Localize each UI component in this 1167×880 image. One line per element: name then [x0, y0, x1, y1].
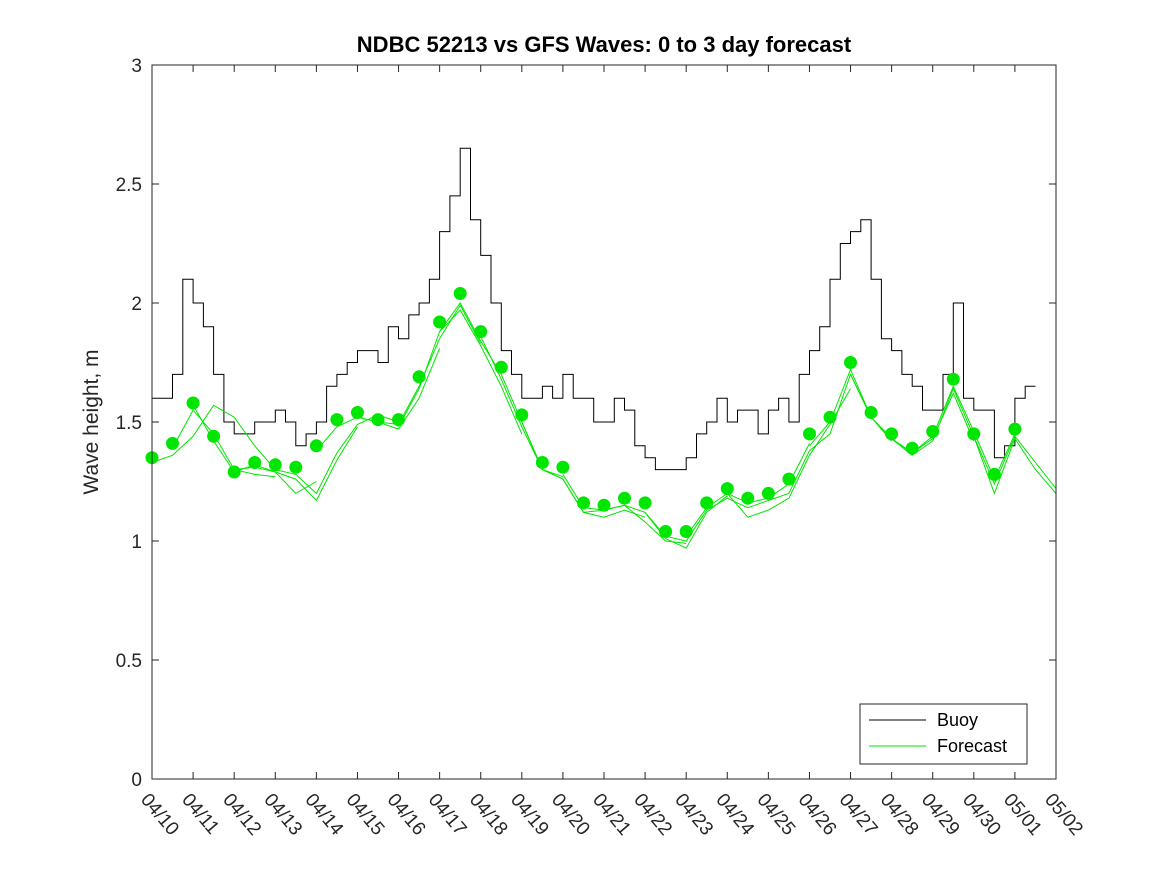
forecast-marker [597, 498, 611, 512]
legend: Buoy Forecast [859, 703, 1028, 765]
y-tick-label: 2.5 [116, 175, 142, 196]
forecast-marker [946, 372, 960, 386]
forecast-marker [967, 427, 981, 441]
x-tick-label: 04/12 [218, 790, 265, 840]
x-tick-label: 04/20 [547, 790, 594, 840]
y-axis: 0 0.5 1 1.5 2 2.5 3 [116, 56, 1056, 791]
x-tick-label: 04/14 [301, 790, 348, 840]
forecast-marker [309, 439, 323, 453]
forecast-marker [453, 287, 467, 300]
forecast-run-line [973, 435, 1057, 489]
x-tick-label: 04/11 [177, 790, 223, 839]
x-tick-label: 04/22 [629, 790, 676, 840]
x-tick-label: 04/29 [917, 790, 964, 840]
chart-title: NDBC 52213 vs GFS Waves: 0 to 3 day fore… [357, 32, 852, 57]
forecast-marker [371, 413, 385, 427]
forecast-marker [803, 427, 816, 441]
x-tick-label: 04/23 [670, 790, 717, 840]
y-axis-label: Wave height, m [80, 349, 103, 494]
forecast-marker [659, 525, 673, 538]
forecast-run-line [603, 495, 728, 549]
forecast-marker [700, 496, 714, 510]
y-tick-label: 1 [131, 532, 142, 553]
forecast-run-line [172, 409, 276, 478]
y-tick-label: 0.5 [116, 651, 142, 672]
x-tick-label: 05/01 [999, 790, 1046, 840]
buoy-line [152, 147, 1036, 471]
forecast-marker [227, 465, 241, 479]
forecast-marker [679, 525, 693, 538]
forecast-marker [207, 429, 221, 443]
x-tick-label: 04/16 [383, 790, 430, 840]
legend-buoy-label: Buoy [937, 710, 978, 730]
forecast-marker [1008, 422, 1022, 436]
forecast-run-line [932, 387, 1057, 495]
x-tick-label: 04/28 [876, 790, 923, 840]
forecast-marker [741, 491, 755, 505]
y-tick-label: 3 [131, 56, 142, 77]
x-tick-label: 04/15 [342, 790, 389, 840]
x-tick-label: 04/17 [424, 790, 471, 840]
legend-forecast-label: Forecast [937, 736, 1007, 756]
forecast-marker [823, 410, 837, 424]
forecast-marker [864, 406, 878, 419]
forecast-marker [351, 406, 364, 419]
forecast-marker [166, 436, 179, 450]
forecast-run-line [521, 421, 646, 518]
forecast-marker [535, 456, 549, 469]
forecast-run-line [192, 405, 317, 495]
forecast-marker [638, 496, 652, 510]
forecast-marker [494, 360, 508, 374]
x-tick-label: 04/19 [506, 790, 553, 840]
forecast-marker [556, 460, 570, 474]
x-tick-label: 04/10 [136, 790, 183, 840]
forecast-marker [268, 458, 282, 472]
x-tick-label: 04/13 [259, 790, 306, 840]
forecast-run-line [891, 385, 1016, 481]
forecast-marker [577, 496, 590, 510]
forecast-marker [248, 456, 262, 469]
forecast-marker [761, 486, 775, 500]
x-tick-label: 04/25 [753, 790, 800, 840]
forecast-marker [392, 413, 405, 427]
forecast-marker [720, 482, 734, 496]
forecast-run-line [316, 348, 441, 451]
x-tick-label: 04/30 [958, 790, 1005, 840]
x-tick-label: 04/18 [465, 790, 512, 840]
x-tick-label: 05/02 [1040, 790, 1087, 840]
y-tick-label: 1.5 [116, 413, 142, 434]
forecast-marker [844, 356, 857, 369]
forecast-run-line [151, 404, 276, 470]
forecast-marker [905, 441, 919, 455]
forecast-run-line [726, 388, 851, 518]
forecast-marker [330, 413, 344, 427]
y-tick-label: 0 [131, 770, 142, 791]
forecast-marker [412, 370, 426, 384]
plot-layer [145, 147, 1057, 549]
forecast-marker [885, 427, 899, 441]
forecast-marker [987, 467, 1001, 481]
forecast-marker [782, 472, 796, 486]
x-tick-label: 04/27 [835, 790, 882, 840]
forecast-run-line [357, 304, 482, 425]
forecast-marker [186, 396, 200, 410]
legend-box [859, 703, 1028, 765]
forecast-marker [433, 315, 447, 329]
forecast-marker [289, 460, 303, 474]
forecast-marker [926, 425, 940, 438]
x-tick-label: 04/26 [794, 790, 841, 840]
forecast-marker [474, 325, 488, 339]
forecast-marker [618, 491, 631, 505]
forecast-marker [515, 408, 529, 422]
forecast-run-line [398, 309, 523, 435]
y-tick-label: 2 [131, 294, 142, 315]
x-tick-label: 04/21 [588, 790, 635, 840]
x-tick-label: 04/24 [711, 790, 758, 840]
